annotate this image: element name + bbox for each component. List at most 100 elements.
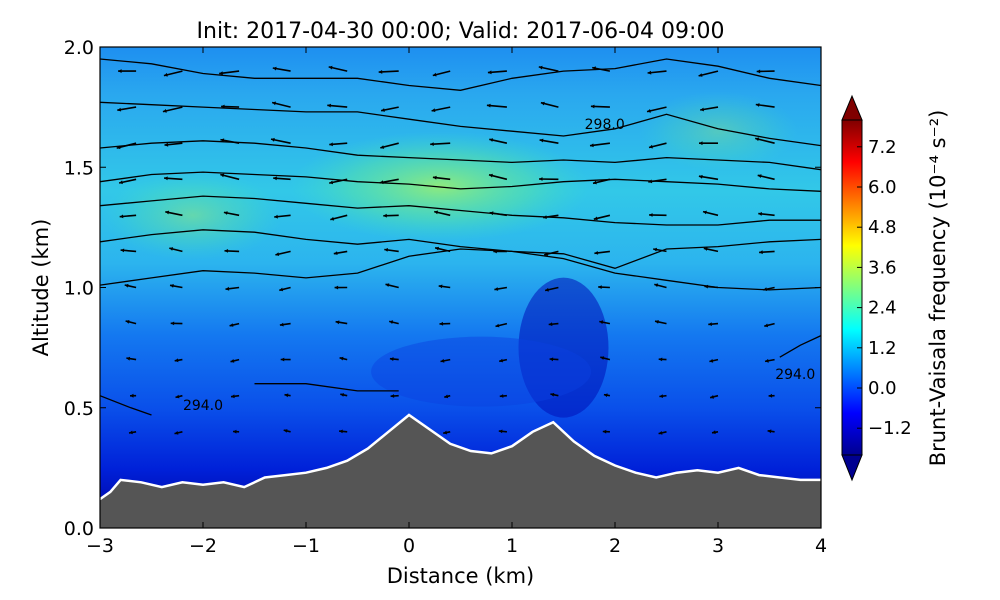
wind-vector-head	[649, 144, 653, 149]
wind-vector-head	[230, 359, 235, 363]
wind-vector-head	[271, 137, 275, 142]
colorbar-tick-label: 4.8	[868, 217, 897, 238]
wind-vector-head	[223, 211, 228, 215]
contour-label: 294.0	[183, 398, 223, 414]
wind-vector-head	[443, 430, 448, 435]
terrain-fill	[100, 415, 821, 528]
wind-vector-head	[489, 173, 493, 178]
wind-vector-head	[593, 216, 598, 221]
wind-vector-head	[592, 66, 596, 71]
wind-vector-head	[495, 323, 500, 328]
field-secondary-region	[102, 170, 283, 261]
wind-vector-head	[498, 429, 503, 434]
field-tertiary-region	[638, 91, 798, 172]
wind-vector-head	[384, 248, 388, 252]
wind-vector-head	[163, 72, 168, 77]
wind-vector-head	[649, 213, 653, 217]
wind-vector-head	[385, 283, 390, 287]
colorbar-tick-label: 6.0	[868, 177, 897, 198]
wind-vector-head	[755, 103, 760, 107]
wind-vector-head	[658, 357, 663, 362]
wind-vector-head	[435, 246, 439, 251]
wind-vector-head	[220, 173, 225, 178]
wind-vector-head	[594, 251, 599, 255]
wind-vector-head	[432, 72, 437, 77]
wind-vector-head	[335, 320, 340, 325]
wind-vector-head	[699, 141, 703, 146]
wind-vector-head	[647, 70, 652, 75]
wind-vector-head	[540, 101, 545, 106]
wind-vector-head	[486, 103, 491, 108]
wind-vector-head	[283, 429, 288, 433]
wind-vector-head	[340, 393, 345, 397]
wind-vector-head	[434, 210, 438, 215]
wind-vector-head	[545, 287, 549, 292]
colorbar-extend-max	[841, 94, 863, 121]
wind-vector-head	[499, 358, 503, 363]
wind-vector-head	[538, 65, 543, 70]
wind-vector-head	[549, 357, 554, 362]
wind-vector-head	[493, 249, 497, 254]
x-tick-label: 2	[609, 535, 621, 557]
y-tick-label: 0.0	[64, 518, 94, 540]
contour-line	[100, 248, 821, 291]
wind-vector-head	[390, 394, 395, 398]
wind-vector-head	[225, 286, 230, 291]
wind-vector-head	[494, 287, 499, 291]
contour-line	[100, 195, 821, 226]
contour-line	[100, 229, 821, 269]
x-tick-label: 4	[815, 535, 827, 557]
wind-vector-head	[654, 283, 659, 288]
wind-vector-head	[444, 394, 449, 399]
colorbar-label: Brunt-Vaisala frequency (10⁻⁴ s⁻²)	[926, 110, 950, 467]
wind-vector-head	[164, 176, 168, 181]
colorbar-tick-label: 3.6	[868, 257, 897, 278]
wind-vector-head	[279, 287, 284, 292]
y-tick-label: 0.5	[64, 398, 94, 420]
chart-title: Init: 2017-04-30 00:00; Valid: 2017-06-0…	[197, 19, 725, 44]
wind-vector-head	[334, 285, 339, 290]
wind-vector-head	[590, 104, 595, 109]
wind-vector-head	[600, 356, 605, 360]
colorbar-tick-label: 0.0	[868, 378, 897, 399]
y-tick-label: 1.0	[64, 278, 94, 300]
wind-vector-head	[755, 137, 760, 142]
wind-vector-head	[539, 177, 543, 181]
wind-vector-head	[708, 322, 712, 326]
wind-vector-head	[593, 180, 597, 185]
wind-vector-head	[648, 179, 653, 184]
wind-vector-head	[653, 247, 657, 252]
wind-vector-head	[273, 176, 277, 181]
wind-vector-head	[389, 357, 394, 361]
contour-line	[100, 140, 821, 171]
wind-vector-head	[432, 175, 437, 180]
wind-vector-head	[274, 214, 278, 219]
colorbar-tick-label: 7.2	[868, 137, 897, 158]
terrain-outline	[100, 413, 821, 501]
x-tick-label: 0	[403, 535, 415, 557]
wind-vector-head	[756, 69, 761, 74]
wind-vector-head	[765, 358, 769, 363]
wind-vector-head	[439, 321, 444, 326]
wind-vector-head	[710, 395, 714, 399]
x-tick-label: −2	[189, 535, 217, 557]
wind-vector-head	[125, 320, 130, 324]
contour-line	[100, 171, 821, 192]
colorbar-tick-label: 2.4	[868, 298, 897, 319]
wind-vector-head	[438, 284, 443, 289]
wind-vector-head	[590, 143, 594, 148]
wind-vector-head	[229, 323, 234, 327]
x-tick-label: −1	[292, 535, 320, 557]
wind-vector-head	[431, 108, 436, 113]
wind-vector-head	[170, 321, 175, 326]
wind-vector-head	[224, 249, 229, 253]
wind-vector-head	[220, 138, 225, 143]
wind-vector-head	[329, 180, 334, 185]
colorbar-tick-label: 1.2	[868, 338, 897, 359]
wind-vector-head	[378, 70, 383, 74]
contour-line	[254, 383, 399, 392]
wind-vector-head	[174, 431, 179, 435]
wind-vector-head	[169, 247, 174, 251]
wind-vector-head	[543, 215, 547, 219]
